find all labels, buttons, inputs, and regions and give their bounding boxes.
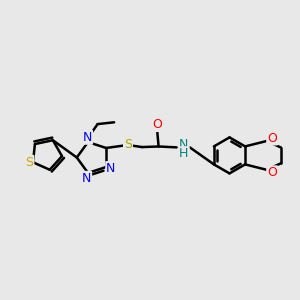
Text: N: N — [106, 162, 116, 175]
Text: N: N — [83, 131, 92, 144]
Text: S: S — [124, 139, 132, 152]
Text: O: O — [152, 118, 162, 131]
Text: N: N — [82, 172, 91, 185]
Text: O: O — [267, 166, 277, 179]
Text: S: S — [26, 156, 33, 169]
Text: O: O — [267, 131, 277, 145]
Text: N: N — [179, 139, 188, 152]
Text: H: H — [179, 147, 188, 160]
